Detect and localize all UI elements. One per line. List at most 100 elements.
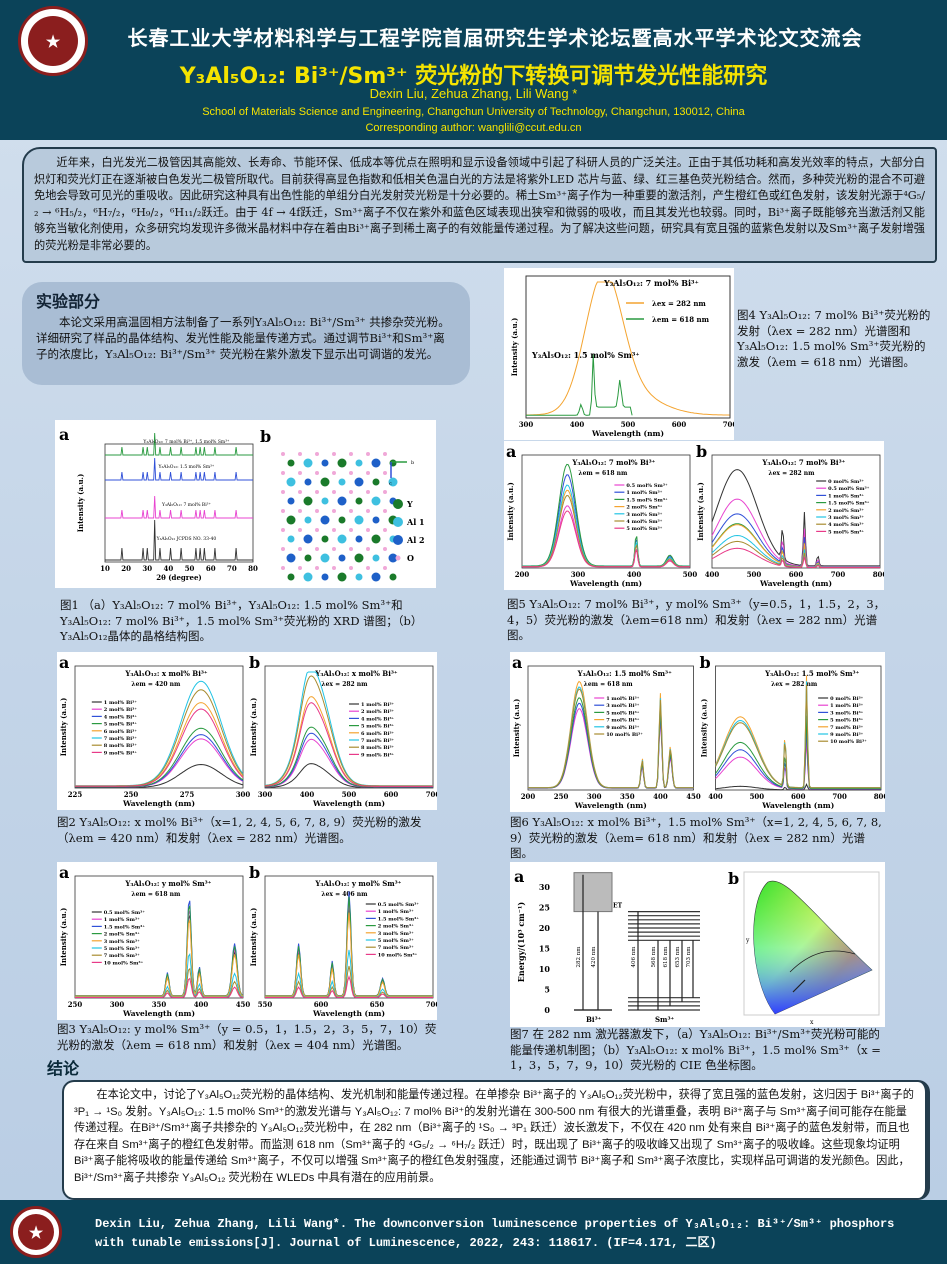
x-axis-label: Wavelength (nm) xyxy=(761,801,834,810)
figure-2-caption: 图2 Y₃Al₅O₁₂: x mol% Bi³⁺（x=1, 2, 4, 5, 6… xyxy=(57,815,422,845)
legend-label: 3 mol% Sm³⁺ xyxy=(828,515,864,521)
x-tick-label: 500 xyxy=(750,792,765,801)
oxygen-atom xyxy=(332,566,336,570)
panel-letter: a xyxy=(59,653,69,672)
oxygen-atom xyxy=(281,490,285,494)
panel-title: Y₃Al₅O₁₂: 7 mol% Bi³⁺ xyxy=(761,458,845,467)
legend-label: 10 mol% Bi³⁺ xyxy=(606,732,643,738)
x-tick-label: 400 xyxy=(653,792,668,801)
logo-emblem-icon: ★ xyxy=(18,1214,54,1250)
legend-label: 9 mol% Bi³⁺ xyxy=(606,725,640,731)
plot-frame xyxy=(104,443,254,563)
legend-label: 7 mol% Bi³⁺ xyxy=(606,718,640,724)
oxygen-atom xyxy=(366,509,370,513)
figure-2: a 225 250 275 300 Wavelength (nm) Intensity (a… xyxy=(57,652,440,810)
legend-label: 10 mol% Bi³⁺ xyxy=(830,739,867,745)
crystal-atom xyxy=(287,535,295,543)
legend-label: 3 mol% Sm³⁺ xyxy=(104,939,140,945)
y-axis-label: Intensity (a.u.) xyxy=(700,699,709,758)
crystal-atom xyxy=(354,515,364,525)
oxygen-atom xyxy=(315,490,319,494)
poster-title: Y₃Al₅O₁₂: Bi³⁺/Sm³⁺ 荧光粉的下转换可调节发光性能研究 xyxy=(179,64,768,89)
plot-frame xyxy=(264,875,434,999)
oxygen-atom xyxy=(349,547,353,551)
oxygen-atom xyxy=(366,547,370,551)
crystal-atom xyxy=(321,459,329,467)
x-tick-label: 30 xyxy=(142,564,152,573)
legend-label: 0 mol% Sm³⁺ xyxy=(828,479,864,485)
crystal-atom xyxy=(338,478,346,486)
x-tick-label: 700 xyxy=(426,1000,437,1009)
x-tick-label: 300 xyxy=(571,570,586,579)
legend-label: 6 mol% Bi³⁺ xyxy=(104,729,138,735)
x-tick-label: 60 xyxy=(206,564,216,573)
legend-label: 5 mol% Bi³⁺ xyxy=(104,722,138,728)
panel-letter: a xyxy=(514,867,524,886)
et-label: ET xyxy=(613,903,623,910)
legend-label: 2 mol% Sm³⁺ xyxy=(828,508,864,514)
legend-label: 9 mol% Bi³⁺ xyxy=(830,732,864,738)
oxygen-atom xyxy=(281,547,285,551)
legend-label: 7 mol% Sm³⁺ xyxy=(104,953,140,959)
plot-frame xyxy=(264,665,434,789)
legend-label: 0.5 mol% Sm³⁺ xyxy=(104,910,146,916)
crystal-atom xyxy=(287,459,295,467)
panel-letter: b xyxy=(249,653,260,672)
spectrum-curve xyxy=(75,952,244,998)
crystal-atom xyxy=(320,477,330,487)
ion-label: Sm³⁺ xyxy=(655,1015,675,1024)
xrd-trace xyxy=(105,495,253,519)
panel-letter: a xyxy=(59,863,69,882)
oxygen-atom xyxy=(383,528,387,532)
x-tick-label: 20 xyxy=(121,564,131,573)
x-tick-label: 500 xyxy=(683,570,698,579)
x-tick-label: 10 xyxy=(100,564,110,573)
x-tick-label: 350 xyxy=(152,1000,167,1009)
legend-label: 8 mol% Bi³⁺ xyxy=(104,743,138,749)
conclusion-heading: 结论 xyxy=(47,1059,80,1078)
spectrum-curve xyxy=(75,967,244,998)
oxygen-atom xyxy=(366,528,370,532)
crystal-atom xyxy=(371,496,381,506)
panel-subtitle: λem = 420 nm xyxy=(131,681,181,688)
spectrum-curve xyxy=(75,920,244,997)
figure-4-caption: 图4 Y₃Al₅O₁₂: 7 mol% Bi³⁺荧光粉的发射（λex = 282… xyxy=(737,308,931,369)
x-tick-label: 400 xyxy=(708,792,723,801)
university-logo: ★ xyxy=(18,6,88,76)
panel-letter: b xyxy=(260,427,271,446)
x-tick-label: 700 xyxy=(831,570,846,579)
legend-label: 1 mol% Bi³⁺ xyxy=(830,703,864,709)
legend-label: 3 mol% Sm³⁺ xyxy=(626,512,662,518)
x-tick-label: 300 xyxy=(519,420,534,429)
y-axis-label: Intensity (a.u.) xyxy=(512,699,521,758)
legend-label: 7 mol% Bi³⁺ xyxy=(361,738,395,744)
crystal-atom xyxy=(355,535,363,543)
x-axis-label: Wavelength (nm) xyxy=(122,1009,195,1018)
spectrum-curve xyxy=(75,734,244,788)
crystal-atom xyxy=(337,572,347,582)
panel-letter: b xyxy=(728,869,739,888)
x-tick-label: 40 xyxy=(164,564,174,573)
y-axis-label: Intensity (a.u.) xyxy=(76,474,85,533)
crystal-atom xyxy=(354,553,364,563)
legend-label: Al 2 xyxy=(406,535,425,545)
oxygen-atom xyxy=(298,566,302,570)
x-tick-label: 500 xyxy=(621,420,636,429)
x-tick-label: 700 xyxy=(426,790,437,799)
plot-frame xyxy=(525,275,731,419)
x-axis-label: Wavelength (nm) xyxy=(591,429,664,438)
trace-label: Y₃Al₅O₁₂ JCPDS NO. 33-40 xyxy=(156,536,217,542)
panel-letter: a xyxy=(512,653,522,672)
legend-label: 1.5 mol% Sm³⁺ xyxy=(378,916,420,922)
spectrum-curve xyxy=(528,688,694,789)
legend-label: 1 mol% Sm³⁺ xyxy=(378,909,414,915)
x-tick-label: 250 xyxy=(554,792,569,801)
oxygen-atom xyxy=(332,471,336,475)
experiment-section: 实验部分 本论文采用高温固相方法制备了一系列Y₃Al₅O₁₂: Bi³⁺/Sm³… xyxy=(22,282,470,385)
bi-excited-band xyxy=(573,872,613,913)
x-axis-label: Wavelength (nm) xyxy=(122,799,195,808)
oxygen-atom xyxy=(298,547,302,551)
legend-label: 5 mol% Bi³⁺ xyxy=(830,718,864,724)
legend-label: 1 mol% Bi³⁺ xyxy=(606,696,640,702)
x-tick-label: 450 xyxy=(236,1000,251,1009)
